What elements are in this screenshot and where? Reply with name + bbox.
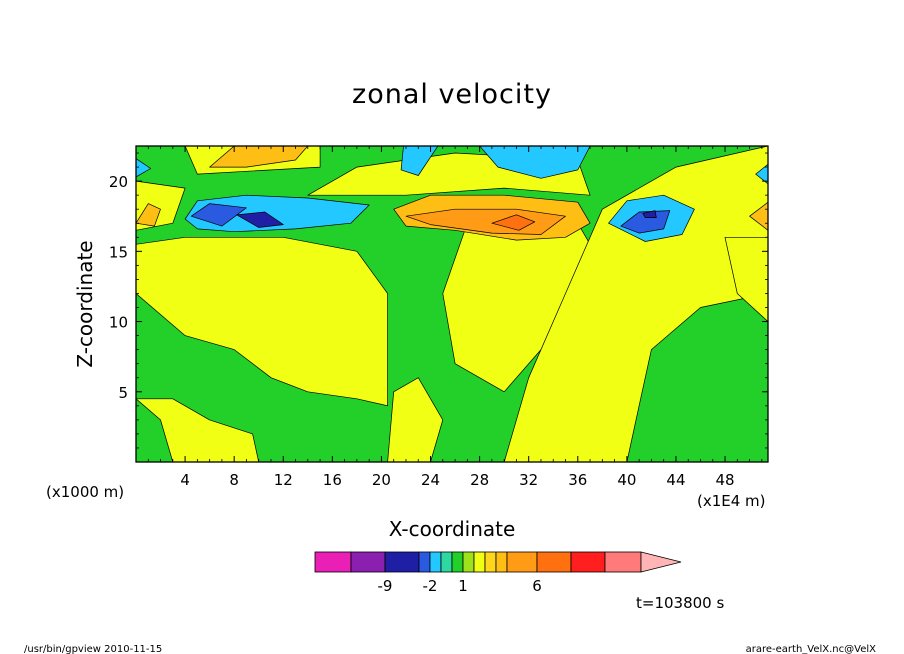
- x-tick-label: 12: [274, 471, 293, 489]
- colorbar-segment: [604, 551, 642, 573]
- colorbar-segment: [473, 551, 486, 573]
- plot-frame: [135, 145, 769, 463]
- y-scale-label: (x1000 m): [46, 483, 124, 501]
- y-axis-label: Z-coordinate: [73, 240, 97, 367]
- contour-region-23: [755, 163, 768, 185]
- contour-region-14: [749, 201, 768, 231]
- colorbar: [314, 551, 682, 573]
- colorbar-tick-label: 6: [532, 577, 542, 595]
- x-tick-label: 28: [470, 471, 489, 489]
- contour-region-6: [724, 236, 768, 322]
- y-tick-label: 20: [109, 173, 128, 191]
- contour-region-24: [136, 158, 152, 178]
- x-tick-label: 32: [519, 471, 538, 489]
- contour-region-21: [400, 146, 439, 176]
- colorbar-segment: [384, 551, 420, 573]
- contour-region-13: [136, 203, 161, 227]
- colorbar-segment: [570, 551, 606, 573]
- plot-area: [135, 145, 769, 463]
- x-axis-ticks: 4 8 12 16 20 24 28 32 36 40 44 48: [147, 146, 763, 489]
- x-axis-label: X-coordinate: [389, 517, 516, 541]
- colorbar-segment: [418, 551, 431, 573]
- colorbar-segment: [484, 551, 497, 573]
- colorbar-tick-label: -9: [378, 577, 393, 595]
- colorbar-extension-arrow: [640, 551, 682, 573]
- colorbar-segment: [536, 551, 572, 573]
- y-axis-ticks: 5 10 15 20: [109, 152, 768, 449]
- contour-region-16: [190, 203, 247, 227]
- colorbar-tick-label: 1: [458, 577, 468, 595]
- colorbar-segment: [495, 551, 508, 573]
- x-tick-label: 36: [568, 471, 587, 489]
- x-tick-label: 4: [180, 471, 190, 489]
- x-scale-label: (x1E4 m): [697, 492, 766, 510]
- footer-right: arare-earth_VelX.nc@VelX: [746, 644, 877, 654]
- contour-region-19: [620, 210, 671, 234]
- time-label: t=103800 s: [636, 594, 724, 612]
- contour-region-11: [405, 208, 566, 235]
- contour-region-17: [236, 211, 284, 228]
- contour-region-20: [642, 210, 657, 218]
- x-tick-label: 24: [421, 471, 440, 489]
- contour-region-15: [184, 194, 370, 233]
- y-tick-label: 10: [109, 314, 128, 332]
- y-tick-label: 5: [118, 384, 128, 402]
- colorbar-segment: [440, 551, 453, 573]
- contour-region-22: [479, 146, 591, 179]
- colorbar-segment: [462, 551, 475, 573]
- x-tick-label: 8: [229, 471, 239, 489]
- colorbar-segment: [429, 551, 442, 573]
- y-tick-label: 15: [109, 243, 128, 261]
- contour-region-4: [503, 146, 768, 462]
- contour-region-0: [136, 236, 388, 407]
- colorbar-segment: [350, 551, 386, 573]
- colorbar-segment: [314, 551, 352, 573]
- colorbar-segment: [506, 551, 538, 573]
- x-tick-label: 44: [666, 471, 685, 489]
- colorbar-segment: [451, 551, 464, 573]
- colorbar-tick-labels: -9 -2 1 6: [378, 577, 542, 595]
- x-tick-label: 48: [716, 471, 735, 489]
- chart-title: zonal velocity: [352, 79, 552, 110]
- x-tick-label: 40: [617, 471, 636, 489]
- contour-region-12: [491, 214, 536, 231]
- x-tick-label: 16: [323, 471, 342, 489]
- footer-left: /usr/bin/gpview 2010-11-15: [24, 644, 162, 654]
- contour-region-2: [387, 377, 444, 462]
- contour-region-1: [136, 398, 260, 462]
- x-tick-label: 20: [372, 471, 391, 489]
- contour-regions: [136, 146, 768, 462]
- colorbar-tick-label: -2: [423, 577, 438, 595]
